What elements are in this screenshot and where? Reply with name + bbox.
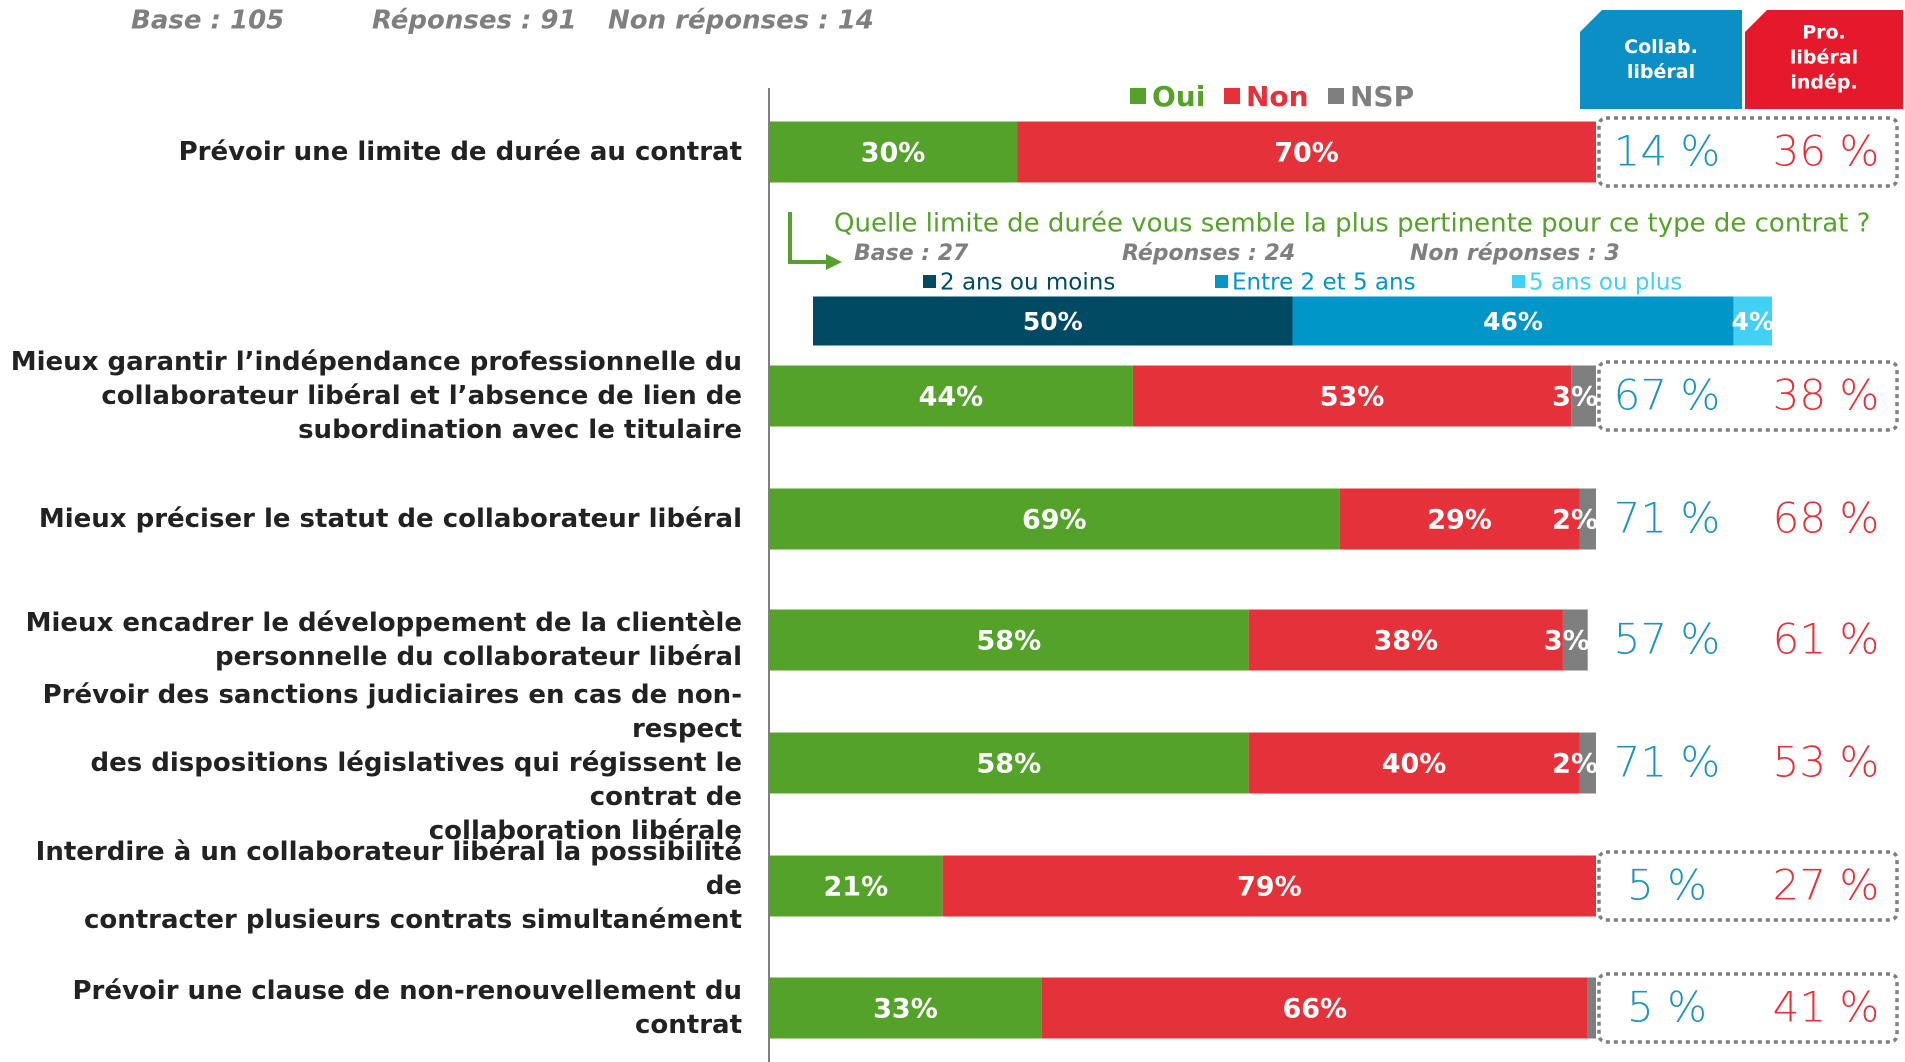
data-label: 2% <box>1552 749 1598 780</box>
data-label: 53% <box>1320 382 1385 413</box>
data-label: 21% <box>824 872 889 903</box>
bar-segment <box>1562 609 1588 671</box>
bar-segment <box>1017 121 1596 183</box>
data-label: 79% <box>1237 872 1302 903</box>
highlight-box <box>1597 360 1899 432</box>
column-header: Pro. libéral indép. <box>1789 21 1859 94</box>
side-value: 38 % <box>1773 371 1880 420</box>
side-value: 36 % <box>1773 127 1880 176</box>
data-label: 50% <box>1023 307 1083 336</box>
side-value: 14 % <box>1614 127 1721 176</box>
bar-segment <box>1587 977 1596 1039</box>
sub-responses: Réponses : 24 <box>1122 241 1295 266</box>
highlight-box <box>1597 972 1899 1044</box>
data-label: 30% <box>861 138 926 169</box>
side-value: 57 % <box>1614 615 1721 664</box>
sub-non-responses: Non réponses : 3 <box>1410 241 1620 266</box>
data-label: 4% <box>1732 307 1774 336</box>
data-label: 2% <box>1552 505 1598 536</box>
legend-label: Entre 2 et 5 ans <box>1232 270 1416 296</box>
legend-label: 2 ans ou moins <box>940 270 1115 296</box>
legend-swatch <box>1224 88 1240 104</box>
legend-swatch <box>1130 88 1146 104</box>
side-value: 61 % <box>1773 615 1880 664</box>
bar-segment <box>1248 609 1563 671</box>
category-label: Interdire à un collaborateur libéral la … <box>35 837 742 935</box>
legend-label: NSP <box>1350 80 1414 113</box>
column-header: Collab. libéral <box>1624 36 1698 83</box>
bar-segment <box>813 296 1293 346</box>
legend-label: Oui <box>1152 80 1205 113</box>
highlight-box <box>1597 116 1899 188</box>
tab-pro <box>1745 10 1903 109</box>
arrow-head <box>826 254 842 270</box>
highlight-box <box>1597 850 1899 922</box>
legend-swatch <box>923 275 936 288</box>
side-value: 5 % <box>1627 983 1707 1032</box>
data-label: 3% <box>1544 626 1590 657</box>
base: Base : 105 <box>131 6 284 36</box>
bar-segment <box>1248 732 1580 794</box>
side-value: 71 % <box>1614 494 1721 543</box>
responses: Réponses : 91 <box>372 6 577 36</box>
data-label: 66% <box>1282 994 1347 1025</box>
bar-segment <box>1579 732 1596 794</box>
bar-segment <box>769 855 943 917</box>
bar-segment <box>1571 365 1596 427</box>
bar-segment <box>769 732 1249 794</box>
bar-segment <box>769 365 1133 427</box>
legend-swatch <box>1215 275 1228 288</box>
side-value: 71 % <box>1614 738 1721 787</box>
data-label: 29% <box>1427 505 1492 536</box>
category-label: Mieux préciser le statut de collaborateu… <box>38 504 742 534</box>
bar-segment <box>1041 977 1588 1039</box>
non-responses: Non réponses : 14 <box>608 6 874 36</box>
data-label: 58% <box>977 626 1042 657</box>
side-value: 41 % <box>1773 983 1880 1032</box>
data-label: 44% <box>919 382 984 413</box>
data-label: 46% <box>1483 307 1543 336</box>
side-value: 53 % <box>1773 738 1880 787</box>
legend-swatch <box>1512 275 1525 288</box>
bar-segment <box>942 855 1596 917</box>
bar-segment <box>769 488 1340 550</box>
category-label: Mieux encadrer le développement de la cl… <box>25 608 742 672</box>
bar-segment <box>1733 296 1772 346</box>
bar-segment <box>1579 488 1596 550</box>
bar-segment <box>769 121 1018 183</box>
bar-segment <box>1292 296 1734 346</box>
sub-title: Quelle limite de durée vous semble la pl… <box>834 209 1870 239</box>
data-label: 40% <box>1382 749 1447 780</box>
category-label: Prévoir une limite de durée au contrat <box>178 137 742 167</box>
bar-segment <box>769 609 1249 671</box>
bar-segment <box>769 977 1042 1039</box>
data-label: 70% <box>1274 138 1339 169</box>
data-label: 33% <box>873 994 938 1025</box>
category-label: Prévoir des sanctions judiciaires en cas… <box>42 680 742 846</box>
legend-swatch <box>1328 88 1344 104</box>
data-label: 3% <box>1552 382 1598 413</box>
data-label: 69% <box>1022 505 1087 536</box>
legend-label: Non <box>1246 80 1309 113</box>
category-label: Prévoir une clause de non-renouvellement… <box>72 976 742 1040</box>
data-label: 58% <box>977 749 1042 780</box>
bar-segment <box>1132 365 1572 427</box>
category-label: Mieux garantir l’indépendance profession… <box>10 347 742 445</box>
side-value: 68 % <box>1773 494 1880 543</box>
legend-label: 5 ans ou plus <box>1529 270 1682 296</box>
side-value: 67 % <box>1614 371 1721 420</box>
side-value: 27 % <box>1773 861 1880 910</box>
tab-collab <box>1580 10 1742 109</box>
sub-base: Base : 27 <box>854 241 969 266</box>
bar-segment <box>1339 488 1580 550</box>
data-label: 38% <box>1373 626 1438 657</box>
arrow <box>788 212 830 264</box>
side-value: 5 % <box>1627 861 1707 910</box>
